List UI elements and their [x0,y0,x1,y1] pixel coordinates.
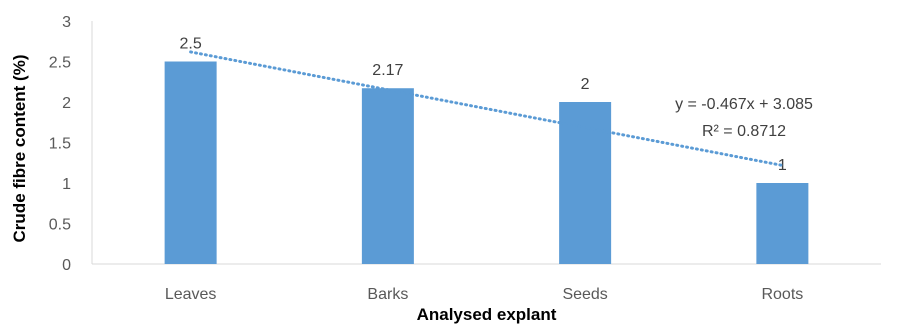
bar-barks [361,88,414,264]
bar-roots [756,183,809,264]
y-tick-label: 1 [62,176,71,193]
y-tick-label: 2.5 [49,55,71,72]
x-tick-label: Roots [761,286,803,303]
data-label: 1 [778,157,787,174]
x-axis-title: Analysed explant [417,305,557,324]
trendline [189,50,784,167]
x-tick-label: Seeds [562,286,607,303]
trendline-r-squared: R² = 0.8712 [702,123,786,140]
data-label: 2.17 [372,62,403,79]
y-tick-label: 2 [62,95,71,112]
bar-seeds [559,102,612,264]
bar-leaves [164,61,217,264]
y-tick-label: 0 [62,257,71,274]
x-axis-ticks: Leaves Barks Seeds Roots [165,286,803,303]
y-axis-ticks: 0 0.5 1 1.5 2 2.5 3 [49,14,71,274]
bar-series [164,61,809,264]
y-tick-label: 3 [62,14,71,31]
trendline-equation: y = -0.467x + 3.085 [675,96,813,113]
data-label: 2.5 [180,36,202,53]
y-axis-title: Crude fibre content (%) [10,55,29,243]
x-tick-label: Leaves [165,286,217,303]
data-label: 2 [581,76,590,93]
x-tick-label: Barks [367,286,408,303]
data-labels: 2.5 2.17 2 1 [180,36,787,175]
y-tick-label: 0.5 [49,217,71,234]
y-tick-label: 1.5 [49,136,71,153]
